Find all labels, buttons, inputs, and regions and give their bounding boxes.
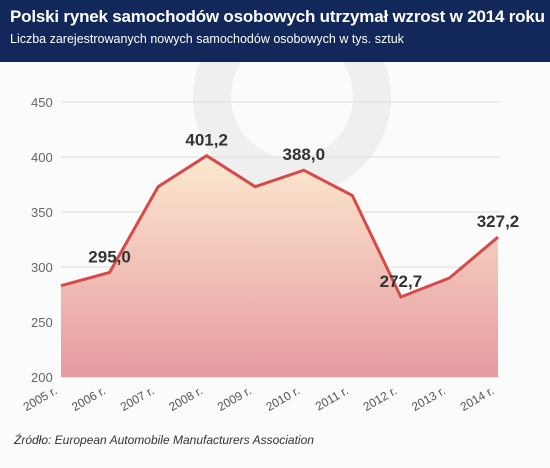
- y-tick-label: 250: [31, 315, 53, 330]
- source-note: Źródło: European Automobile Manufacturer…: [14, 433, 314, 447]
- x-tick-label: 2009 r.: [215, 383, 254, 413]
- x-tick-label: 2010 r.: [263, 383, 302, 413]
- chart-subtitle: Liczba zarejestrowanych nowych samochodó…: [10, 32, 404, 46]
- y-tick-label: 450: [31, 95, 53, 110]
- x-tick-label: 2006 r.: [69, 383, 108, 413]
- data-label: 388,0: [283, 145, 326, 164]
- x-tick-label: 2005 r.: [21, 383, 60, 413]
- y-tick-label: 350: [31, 205, 53, 220]
- series-line: [60, 153, 499, 299]
- header-bar: Polski rynek samochodów osobowych utrzym…: [0, 0, 550, 62]
- x-tick-label: 2013 r.: [409, 383, 448, 413]
- area-fill: [61, 155, 498, 377]
- y-tick-label: 200: [31, 370, 53, 385]
- line-area-chart: 200 250 300 350 400 450 2005 r. 2006 r. 2007 r.…: [21, 62, 519, 414]
- data-label: 295,0: [88, 248, 131, 267]
- x-tick-label: 2014 r.: [458, 383, 497, 413]
- y-axis-ticks: 200 250 300 350 400 450: [31, 95, 53, 385]
- y-tick-label: 300: [31, 260, 53, 275]
- data-label: 272,7: [380, 272, 423, 291]
- y-tick-label: 400: [31, 150, 53, 165]
- x-tick-label: 2012 r.: [361, 383, 400, 413]
- area-shape: [61, 155, 498, 377]
- data-labels: 295,0 401,2 388,0 272,7 327,2: [88, 131, 519, 291]
- chart-title: Polski rynek samochodów osobowych utrzym…: [10, 7, 545, 26]
- data-label: 327,2: [477, 212, 520, 231]
- data-label: 401,2: [185, 131, 228, 150]
- x-tick-label: 2008 r.: [166, 383, 205, 413]
- x-tick-label: 2007 r.: [118, 383, 157, 413]
- series-path: [60, 153, 499, 299]
- x-tick-label: 2011 r.: [313, 383, 351, 413]
- x-axis-ticks: 2005 r. 2006 r. 2007 r. 2008 r. 2009 r. 2010 …: [21, 383, 497, 413]
